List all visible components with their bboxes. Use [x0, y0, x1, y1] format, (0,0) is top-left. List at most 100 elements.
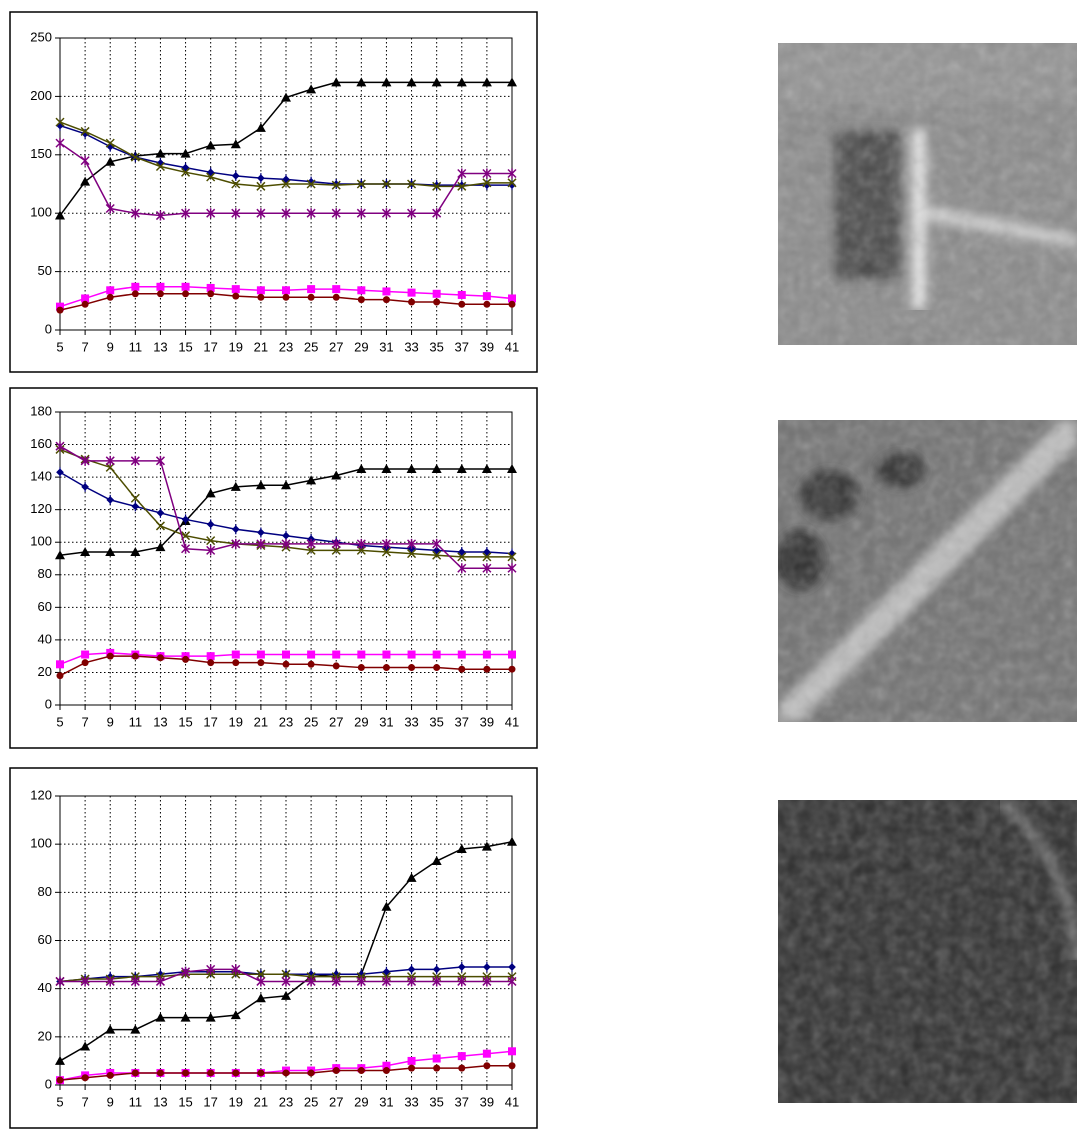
marker-shape: [508, 665, 516, 673]
data-point: [80, 455, 90, 466]
data-point: [180, 1012, 191, 1022]
data-point: [406, 872, 417, 882]
marker-shape: [432, 550, 442, 560]
marker-shape: [356, 77, 367, 87]
x-tick-label: 33: [404, 1094, 418, 1109]
data-point: [507, 463, 517, 473]
marker-shape: [306, 179, 316, 189]
marker-shape: [56, 660, 64, 669]
marker-shape: [331, 545, 341, 555]
data-point: [306, 475, 317, 485]
marker-shape: [106, 652, 114, 660]
x-tick-label: 31: [379, 714, 393, 729]
x-tick-label: 27: [329, 1094, 343, 1109]
marker-shape: [332, 1067, 340, 1075]
marker-shape: [381, 463, 392, 473]
marker-shape: [80, 155, 90, 166]
y-tick-label: 80: [38, 884, 52, 899]
marker-shape: [80, 126, 90, 136]
data-point: [482, 168, 492, 179]
data-point: [432, 550, 442, 560]
data-point: [307, 650, 316, 659]
marker-shape: [282, 1069, 290, 1077]
x-tick-label: 29: [354, 1094, 368, 1109]
data-point: [432, 1054, 441, 1063]
data-point: [257, 1069, 265, 1077]
marker-shape: [232, 659, 240, 667]
marker-shape: [432, 650, 441, 659]
marker-shape: [180, 148, 191, 158]
marker-shape: [357, 650, 366, 659]
marker-shape: [331, 976, 341, 987]
marker-shape: [406, 463, 417, 473]
plot-area: [59, 795, 513, 1086]
marker-shape: [458, 1064, 466, 1072]
data-point: [407, 976, 417, 987]
marker-shape: [331, 180, 341, 190]
data-point: [106, 293, 114, 301]
marker-shape: [508, 1062, 516, 1070]
data-point: [382, 664, 390, 672]
marker-shape: [482, 292, 491, 301]
data-point: [256, 286, 265, 295]
data-point: [55, 138, 65, 149]
data-point: [105, 156, 116, 166]
photo-2: [778, 420, 1077, 722]
marker-shape: [80, 546, 91, 556]
data-point: [507, 552, 517, 562]
data-point: [381, 208, 391, 219]
marker-shape: [205, 140, 216, 150]
x-tick-label: 29: [354, 339, 368, 354]
marker-shape: [180, 1012, 191, 1022]
data-point: [231, 524, 240, 535]
x-tick-label: 19: [229, 339, 243, 354]
data-point: [306, 208, 316, 219]
data-point: [257, 293, 265, 301]
y-tick-label: 60: [38, 599, 52, 614]
data-point: [382, 966, 391, 977]
marker-shape: [130, 546, 141, 556]
data-point: [207, 290, 215, 298]
marker-shape: [431, 856, 442, 866]
marker-shape: [155, 521, 165, 531]
x-tick-label: 15: [178, 339, 192, 354]
data-point: [483, 300, 491, 308]
marker-shape: [357, 664, 365, 672]
marker-shape: [432, 208, 442, 219]
marker-shape: [80, 176, 91, 186]
marker-shape: [282, 650, 290, 659]
data-point: [181, 543, 191, 554]
marker-shape: [407, 549, 417, 559]
data-point: [332, 293, 340, 301]
marker-shape: [458, 665, 466, 673]
data-point: [357, 650, 366, 659]
marker-shape: [432, 181, 442, 191]
data-point: [155, 210, 165, 221]
marker-shape: [507, 168, 517, 179]
data-point: [482, 552, 492, 562]
marker-shape: [457, 546, 466, 557]
chart-frame: [9, 11, 538, 373]
data-point: [356, 77, 367, 87]
data-point: [155, 521, 165, 531]
data-point: [331, 470, 342, 480]
x-tick-label: 5: [56, 1094, 63, 1109]
marker-shape: [256, 286, 265, 295]
data-point: [482, 976, 492, 987]
marker-shape: [306, 976, 316, 987]
data-point: [231, 285, 240, 294]
data-point: [281, 480, 291, 490]
marker-shape: [156, 290, 164, 298]
data-point: [456, 463, 467, 473]
data-point: [80, 1041, 91, 1051]
marker-shape: [81, 659, 89, 667]
marker-shape: [255, 122, 266, 132]
marker-shape: [482, 552, 492, 562]
marker-shape: [281, 92, 291, 102]
data-point: [458, 300, 466, 308]
x-tick-label: 23: [279, 339, 293, 354]
data-point: [155, 542, 166, 552]
marker-shape: [382, 1067, 390, 1075]
marker-shape: [282, 293, 290, 301]
data-point: [181, 162, 190, 173]
